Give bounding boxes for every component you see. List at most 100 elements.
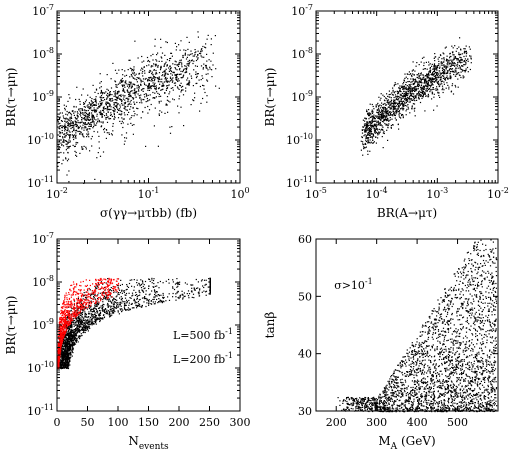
data-point [105, 104, 107, 106]
data-point [73, 145, 76, 148]
data-point [63, 125, 65, 127]
data-point [436, 105, 438, 107]
data-point [420, 78, 422, 80]
data-point [418, 64, 420, 66]
data-point [119, 94, 121, 97]
data-point [386, 119, 388, 121]
data-point [142, 75, 144, 77]
data-point [463, 76, 465, 78]
data-point [132, 294, 134, 296]
data-point [68, 325, 70, 328]
data-point [433, 93, 435, 95]
data-point [103, 129, 105, 131]
data-point [449, 73, 451, 75]
data-point [113, 113, 115, 115]
data-point [381, 136, 383, 138]
data-point [382, 126, 384, 128]
data-point [95, 104, 97, 106]
data-point [461, 69, 463, 71]
data-point [459, 68, 461, 70]
data-point [168, 293, 170, 295]
data-point [386, 123, 388, 125]
data-point [415, 86, 417, 88]
data-point [100, 95, 103, 97]
data-point [136, 81, 138, 83]
data-point [121, 81, 123, 83]
data-point [195, 278, 197, 281]
data-point [67, 331, 69, 333]
data-point [79, 113, 81, 115]
data-point [83, 145, 85, 147]
data-point [127, 307, 129, 309]
data-point [104, 298, 106, 300]
data-point [137, 89, 140, 91]
data-point [65, 113, 67, 115]
data-point [165, 79, 167, 81]
data-point [199, 289, 201, 291]
data-point [120, 80, 123, 82]
x-tick-label: 10-2 [46, 186, 68, 201]
data-point [419, 74, 421, 76]
data-point [211, 76, 213, 78]
data-point [458, 72, 460, 74]
data-point [71, 131, 73, 133]
data-point [377, 137, 379, 139]
data-point [83, 112, 85, 114]
data-point [460, 58, 462, 60]
data-point [136, 114, 138, 116]
data-point [376, 128, 378, 130]
data-point [72, 122, 74, 124]
data-point [111, 305, 113, 307]
data-point [67, 122, 69, 124]
data-point [103, 106, 105, 108]
data-point [100, 111, 102, 113]
data-point [78, 336, 80, 338]
data-point [366, 137, 369, 139]
data-point [105, 282, 107, 284]
data-point [57, 121, 59, 123]
data-point [59, 122, 61, 124]
data-point [416, 85, 419, 87]
data-point [409, 98, 411, 100]
data-point [408, 71, 410, 73]
data-point [442, 52, 444, 54]
data-point [415, 80, 417, 82]
data-point [73, 134, 76, 136]
data-point [97, 311, 99, 313]
data-point [405, 114, 407, 116]
data-point [94, 111, 96, 113]
data-point [88, 304, 91, 306]
data-point [177, 105, 179, 107]
data-point [73, 331, 75, 333]
data-point [397, 95, 399, 98]
data-point [66, 354, 68, 356]
data-point [377, 122, 379, 124]
data-point [404, 102, 406, 104]
data-point [65, 143, 67, 145]
data-point [111, 115, 113, 117]
data-point [147, 112, 149, 114]
data-point [105, 101, 107, 103]
data-point [421, 78, 423, 80]
data-point [110, 287, 112, 289]
data-point [386, 113, 388, 115]
data-point [399, 116, 401, 118]
data-point [138, 86, 140, 88]
data-point [380, 129, 382, 131]
data-point [123, 118, 125, 120]
data-point [159, 81, 161, 83]
data-point [445, 87, 447, 89]
data-point [425, 90, 427, 92]
data-point [85, 322, 88, 324]
data-point [91, 112, 93, 114]
data-point [141, 102, 143, 104]
data-point [445, 67, 447, 69]
data-point [387, 118, 389, 120]
data-point [199, 85, 201, 88]
data-point [370, 113, 372, 115]
data-point [162, 82, 164, 84]
data-point [74, 120, 76, 122]
data-point [376, 111, 378, 113]
data-point [124, 75, 126, 77]
data-point [409, 99, 411, 101]
